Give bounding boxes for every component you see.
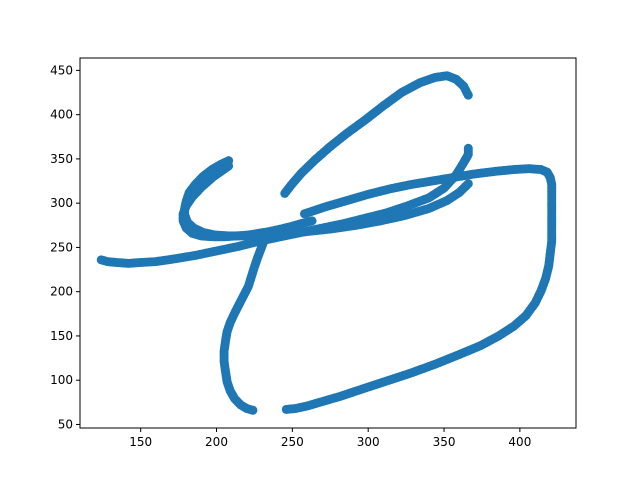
- y-tick-label: 450: [50, 63, 73, 77]
- scatter-point: [463, 179, 473, 189]
- x-tick-label: 400: [508, 435, 531, 449]
- x-axis: 150 200 250 300 350 400: [129, 428, 531, 449]
- x-tick-label: 150: [129, 435, 152, 449]
- x-tick-label: 200: [205, 435, 228, 449]
- y-tick-label: 100: [50, 373, 73, 387]
- y-tick-label: 50: [58, 417, 73, 431]
- x-tick-label: 250: [281, 435, 304, 449]
- x-tick-label: 350: [433, 435, 456, 449]
- x-tick-label: 300: [357, 435, 380, 449]
- scatter-point: [463, 90, 473, 100]
- y-tick-label: 400: [50, 108, 73, 122]
- y-tick-label: 250: [50, 240, 73, 254]
- scatter-point: [463, 143, 473, 153]
- y-tick-label: 350: [50, 152, 73, 166]
- scatter-point: [299, 209, 309, 219]
- y-tick-label: 200: [50, 285, 73, 299]
- y-tick-label: 300: [50, 196, 73, 210]
- scatter-point: [224, 161, 234, 171]
- scatter-point: [248, 405, 258, 415]
- points-layer: [96, 71, 557, 415]
- y-tick-label: 150: [50, 329, 73, 343]
- plot-frame: [79, 57, 577, 429]
- y-axis: 50 100 150 200 250 300 350 400 450: [50, 63, 80, 431]
